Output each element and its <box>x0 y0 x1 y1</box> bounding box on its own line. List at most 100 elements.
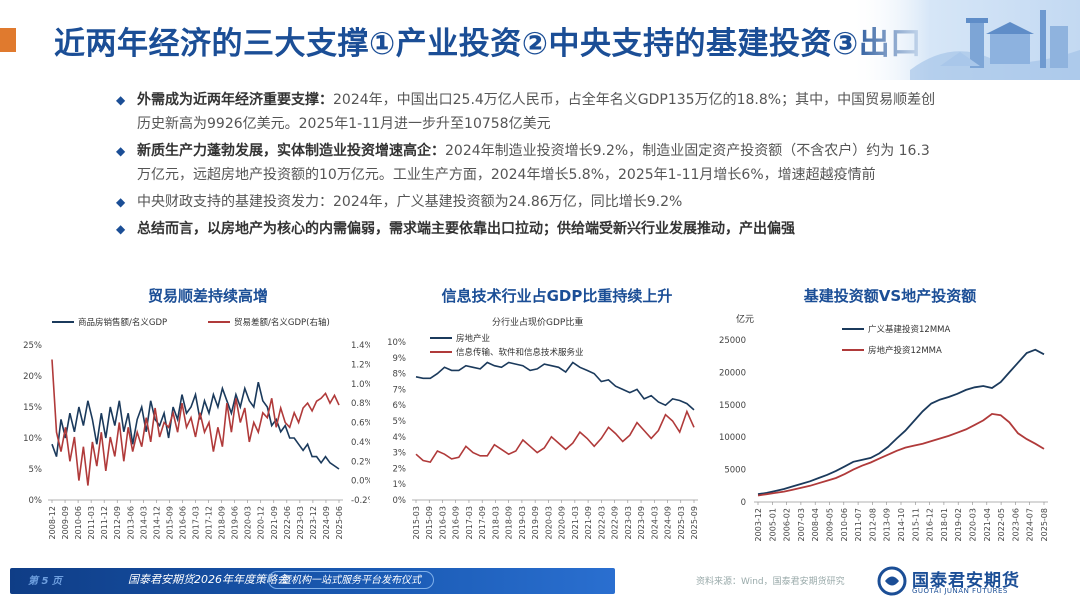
page-title: 近两年经济的三大支撑①产业投资②中央支持的基建投资③出口 <box>54 26 922 62</box>
chart3-x-tick-label: 2024-07 <box>1026 508 1035 541</box>
chart3-x-tick-label: 2003-12 <box>754 508 763 541</box>
chart1-x-tick-label: 2009-09 <box>61 506 70 539</box>
footer: 第 5 页 国泰君安期货2026年年度策略会 暨机构一站式服务平台发布仪式 资料… <box>0 560 1080 608</box>
chart1-x-tick-label: 2017-03 <box>192 506 201 539</box>
chart1-y-tick-label-right: -0.2% <box>351 496 370 506</box>
key-points-list: ◆ 外需成为近两年经济重要支撑：2024年，中国出口25.4万亿人民币，占全年名… <box>116 88 936 244</box>
chart1-legend-label: 商品房销售额/名义GDP <box>78 317 167 328</box>
event-name: 国泰君安期货2026年年度策略会 <box>128 573 288 586</box>
footer-band <box>10 568 615 594</box>
chart3-y-tick-label: 10000 <box>719 433 746 443</box>
chart1-x-tick-label: 2025-06 <box>335 506 344 539</box>
chart3-y-tick-label: 25000 <box>719 336 746 346</box>
chart3-x-tick-label: 2022-05 <box>997 508 1006 541</box>
chart3-x-tick-label: 2012-08 <box>868 508 877 541</box>
chart1-x-tick-label: 2020-03 <box>244 506 253 539</box>
diamond-bullet-icon: ◆ <box>116 144 126 158</box>
chart1-x-tick-label: 2023-12 <box>309 506 318 539</box>
chart3-y-tick-label: 15000 <box>719 401 746 411</box>
chart1-x-tick-label: 2024-09 <box>322 506 331 539</box>
chart1-x-tick-label: 2023-03 <box>296 506 305 539</box>
chart2-x-tick-label: 2019-09 <box>531 506 540 539</box>
chart1-y-tick-label-right: 0.4% <box>351 438 370 448</box>
chart3-x-tick-label: 2013-09 <box>883 508 892 541</box>
chart2-x-tick-label: 2022-09 <box>611 506 620 539</box>
chart3-y-tick-label: 5000 <box>724 466 746 476</box>
chart2-x-tick-label: 2016-09 <box>452 506 461 539</box>
chart1-y-tick-label-left: 5% <box>29 465 43 475</box>
page-number: 第 5 页 <box>28 576 62 587</box>
chart3-x-tick-label: 2015-11 <box>911 508 920 541</box>
chart3-y-tick-label: 20000 <box>719 368 746 378</box>
company-logo-icon <box>877 566 907 596</box>
chart3-x-tick-label: 2007-03 <box>797 508 806 541</box>
chart3-x-tick-label: 2016-12 <box>926 508 935 541</box>
chart1-x-tick-label: 2014-03 <box>139 506 148 539</box>
chart3-x-tick-label: 2010-06 <box>840 508 849 541</box>
chart2-x-tick-label: 2024-03 <box>650 506 659 539</box>
chart1-y-tick-label-left: 20% <box>23 372 42 382</box>
chart3-x-tick-label: 2018-01 <box>940 508 949 541</box>
bullet-manufacturing: ◆ 新质生产力蓬勃发展，实体制造业投资增速高企：2024年制造业投资增长9.2%… <box>116 139 936 187</box>
chart3-y-axis-unit: 亿元 <box>736 313 754 325</box>
chart2-y-tick-label: 4% <box>393 433 407 443</box>
chart1-y-tick-label-left: 15% <box>23 403 42 413</box>
chart1-x-tick-label: 2021-09 <box>270 506 279 539</box>
chart3-x-tick-label: 2009-05 <box>826 508 835 541</box>
chart2-x-tick-label: 2022-03 <box>597 506 606 539</box>
chart1-x-tick-label: 2011-12 <box>100 506 109 539</box>
bullet-text: 2024年制造业投资增长9.2%，制造业固定资产投资额（不含农户）约为 16.3… <box>137 143 930 183</box>
chart2-y-tick-label: 2% <box>393 464 407 474</box>
chart3-series-property-line <box>757 412 1045 497</box>
chart3-x-tick-label: 2025-08 <box>1040 508 1049 541</box>
chart2-x-tick-label: 2020-03 <box>544 506 553 539</box>
chart2-x-tick-label: 2025-03 <box>677 506 686 539</box>
chart2-x-tick-label: 2019-03 <box>518 506 527 539</box>
chart3-x-tick-label: 2005-01 <box>768 508 777 541</box>
chart1-x-tick-label: 2018-09 <box>218 506 227 539</box>
chart1-series-property-sales-line <box>51 382 340 470</box>
diamond-bullet-icon: ◆ <box>116 222 126 236</box>
chart3-x-tick-label: 2021-04 <box>983 508 992 541</box>
chart1-y-tick-label-right: 0.2% <box>351 457 370 467</box>
chart2-y-tick-label: 7% <box>393 385 407 395</box>
chart1-x-tick-label: 2008-12 <box>48 506 57 539</box>
bullet-summary: ◆ 总结而言，以房地产为核心的内需偏弱，需求端主要依靠出口拉动；供给端受新兴行业… <box>116 217 936 241</box>
header-landmark-illustration <box>850 0 1080 80</box>
chart2-x-tick-label: 2021-09 <box>584 506 593 539</box>
company-name: 国泰君安期货 <box>912 571 1020 591</box>
chart2-x-tick-label: 2015-09 <box>425 506 434 539</box>
chart2-x-tick-label: 2017-03 <box>465 506 474 539</box>
chart2-x-tick-label: 2018-09 <box>505 506 514 539</box>
chart1-title: 贸易顺差持续高增 <box>147 287 268 305</box>
chart2-x-tick-label: 2021-03 <box>571 506 580 539</box>
chart2-y-tick-label: 5% <box>393 417 407 427</box>
chart1-x-tick-label: 2017-12 <box>205 506 214 539</box>
chart2-y-tick-label: 10% <box>387 338 406 348</box>
chart2-x-tick-label: 2023-09 <box>637 506 646 539</box>
chart2-y-tick-label: 0% <box>393 496 407 506</box>
chart2-title: 信息技术行业占GDP比重持续上升 <box>441 287 673 305</box>
chart3-series-infrastructure-line <box>757 348 1045 496</box>
chart2-subtitle: 分行业占现价GDP比重 <box>492 316 583 328</box>
chart1-trade-balance: 0% 5% 10% 15% 20% 25% -0.2% 0.0% 0.2% 0.4% 0.6% 0.8… <box>23 317 370 539</box>
chart1-x-tick-label: 2014-12 <box>152 506 161 539</box>
chart2-y-tick-label: 1% <box>393 480 407 490</box>
chart1-y-tick-label-right: 1.2% <box>351 360 370 370</box>
bullet-heading: 新质生产力蓬勃发展，实体制造业投资增速高企： <box>137 143 445 159</box>
bullet-heading: 外需成为近两年经济重要支撑： <box>137 92 333 108</box>
chart3-x-tick-label: 2008-04 <box>811 508 820 541</box>
chart3-y-tick-label: 0 <box>741 498 746 508</box>
chart2-y-tick-label: 8% <box>393 370 407 380</box>
chart3-x-tick-label: 2014-10 <box>897 508 906 541</box>
chart2-x-tick-label: 2020-09 <box>558 506 567 539</box>
chart1-x-tick-label: 2019-06 <box>231 506 240 539</box>
chart2-legend-label: 信息传输、软件和信息技术服务业 <box>456 347 584 358</box>
chart1-y-tick-label-right: 0.8% <box>351 399 370 409</box>
chart1-y-tick-label-left: 0% <box>29 496 43 506</box>
chart3-x-tick-label: 2011-07 <box>854 508 863 541</box>
chart2-x-tick-label: 2024-09 <box>664 506 673 539</box>
diamond-bullet-icon: ◆ <box>116 195 126 209</box>
bullet-exports: ◆ 外需成为近两年经济重要支撑：2024年，中国出口25.4万亿人民币，占全年名… <box>116 88 936 136</box>
chart3-infra-vs-property: 亿元 0 5000 10000 15000 20000 25000 2003-12 2005-0… <box>719 313 1049 541</box>
